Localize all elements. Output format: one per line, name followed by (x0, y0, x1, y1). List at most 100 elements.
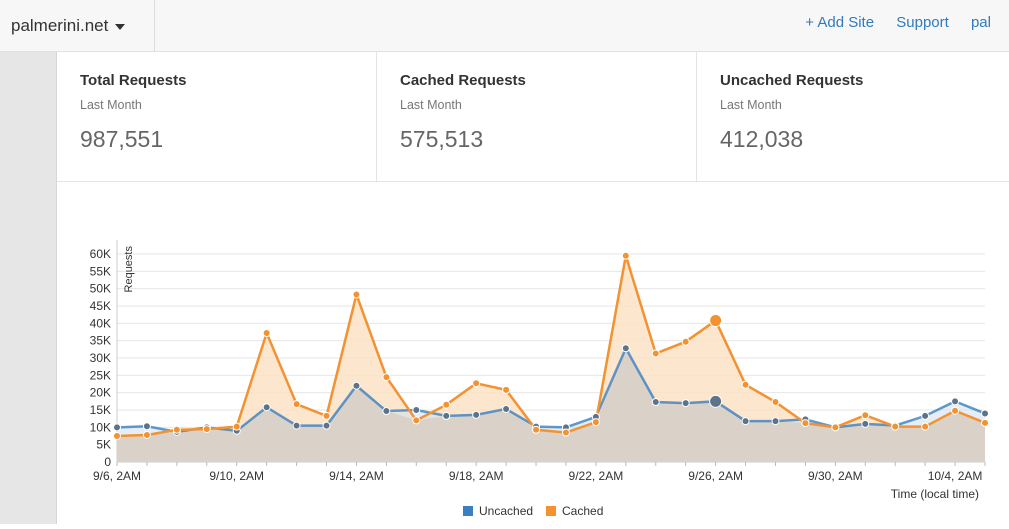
cached-point (771, 398, 780, 407)
y-tick-label: 5K (96, 438, 111, 452)
cached-area (117, 255, 985, 462)
cached-point (232, 422, 241, 431)
y-axis-label: Requests (123, 246, 135, 293)
x-tick-label: 9/14, 2AM (329, 469, 384, 483)
add-site-link[interactable]: + Add Site (805, 14, 875, 31)
uncached-point (442, 411, 451, 420)
x-axis-label: Time (local time) (891, 487, 979, 501)
y-tick-label: 10K (90, 420, 111, 434)
cached-point (382, 373, 391, 382)
cached-point (442, 400, 451, 409)
x-tick-label: 9/26, 2AM (688, 469, 743, 483)
stat-title: Total Requests (80, 72, 187, 89)
cached-point (591, 418, 600, 427)
stat-uncached-requests: Uncached Requests Last Month 412,038 (696, 52, 1009, 181)
uncached-point (472, 410, 481, 419)
y-tick-label: 20K (90, 386, 111, 400)
y-tick-label: 55K (90, 264, 111, 278)
uncached-point (262, 403, 271, 412)
cached-point (472, 379, 481, 388)
y-tick-label: 15K (90, 403, 111, 417)
uncached-point (681, 399, 690, 408)
x-tick-label: 9/18, 2AM (449, 469, 504, 483)
cached-point (741, 380, 750, 389)
cached-point (621, 251, 630, 260)
uncached-point (621, 344, 630, 353)
y-tick-label: 35K (90, 334, 111, 348)
uncached-point (502, 404, 511, 413)
support-link[interactable]: Support (896, 14, 949, 31)
stat-value: 412,038 (720, 126, 804, 152)
uncached-point (352, 381, 361, 390)
uncached-point (651, 398, 660, 407)
requests-chart: 0 5K 10K 15K 20K 25K 30K 35K 40K 45K 50K 55K 60K Requ… (57, 182, 1009, 524)
y-tick-label: 45K (90, 299, 111, 313)
uncached-point (951, 397, 960, 406)
site-name: palmerini.net (11, 16, 109, 35)
cached-point (981, 418, 989, 427)
cached-point (861, 411, 870, 420)
x-tick-label: 9/6, 2AM (93, 469, 141, 483)
x-tick-label: 10/4, 2AM (928, 469, 983, 483)
stat-value: 987,551 (80, 126, 164, 152)
uncached-point (921, 411, 930, 420)
caret-down-icon (115, 24, 126, 30)
uncached-point (741, 417, 750, 426)
cached-point (801, 419, 810, 428)
cached-point (113, 432, 121, 440)
uncached-point (981, 409, 989, 418)
account-link[interactable]: pal (970, 14, 991, 31)
y-tick-label: 0 (104, 455, 111, 469)
stat-value: 575,513 (400, 126, 484, 152)
site-selector[interactable]: palmerini.net (0, 0, 155, 52)
uncached-point (322, 421, 331, 430)
cached-point (352, 290, 361, 299)
y-tick-label: 25K (90, 368, 111, 382)
cached-point (831, 423, 840, 432)
cached-point (322, 411, 331, 420)
y-tick-label: 50K (90, 282, 111, 296)
uncached-point (771, 417, 780, 426)
cached-point (561, 428, 570, 437)
top-nav: + Add Site Support pal (805, 14, 1009, 31)
y-tick-label: 40K (90, 316, 111, 330)
cached-line (116, 255, 986, 438)
cached-point (951, 406, 960, 415)
top-bar: palmerini.net + Add Site Support pal (0, 0, 1009, 52)
cached-point (292, 400, 301, 409)
stat-total-requests: Total Requests Last Month 987,551 (57, 52, 376, 181)
uncached-point (113, 423, 121, 432)
uncached-point (142, 422, 151, 431)
requests-chart-svg: 0 5K 10K 15K 20K 25K 30K 35K 40K 45K 50K 55K 60K Requ… (90, 240, 989, 518)
cached-point (891, 422, 900, 431)
cached-point (172, 425, 181, 434)
uncached-point (292, 421, 301, 430)
cached-point (412, 416, 421, 425)
uncached-point (382, 407, 391, 416)
left-sidebar-strip (0, 52, 57, 524)
x-tick-label: 9/22, 2AM (569, 469, 624, 483)
cached-point (202, 425, 211, 434)
legend-swatch-uncached (463, 506, 473, 516)
stat-period: Last Month (400, 98, 462, 112)
y-tick-label: 30K (90, 351, 111, 365)
stat-period: Last Month (720, 98, 782, 112)
x-tick-label: 9/30, 2AM (808, 469, 863, 483)
legend-swatch-cached (546, 506, 556, 516)
cached-point (651, 349, 660, 358)
legend-label-uncached: Uncached (479, 504, 533, 518)
uncached-point (861, 419, 870, 428)
y-tick-label: 60K (90, 247, 111, 261)
cached-point (502, 385, 511, 394)
cached-point (532, 425, 541, 434)
stat-title: Uncached Requests (720, 72, 864, 89)
uncached-point (709, 394, 723, 408)
uncached-line (116, 345, 986, 434)
cached-point (681, 337, 690, 346)
stat-cached-requests: Cached Requests Last Month 575,513 (376, 52, 696, 181)
stats-panel: Total Requests Last Month 987,551 Cached… (57, 52, 1009, 182)
uncached-point (412, 406, 421, 414)
stat-title: Cached Requests (400, 72, 526, 89)
x-tick-label: 9/10, 2AM (209, 469, 264, 483)
cached-point (262, 329, 271, 338)
